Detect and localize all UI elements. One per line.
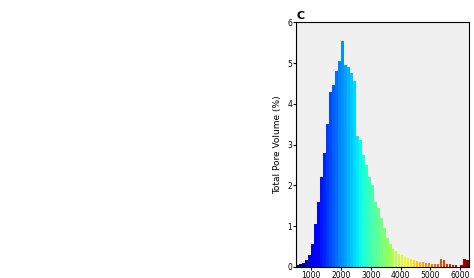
Bar [419, 262, 421, 267]
Bar [455, 265, 457, 267]
Bar [439, 259, 442, 267]
Bar [464, 259, 466, 267]
Bar [332, 85, 335, 267]
Bar [383, 228, 385, 267]
Bar [305, 260, 308, 267]
Bar [443, 260, 445, 267]
Bar [335, 71, 338, 267]
Bar [401, 255, 403, 267]
Bar [452, 265, 454, 267]
Bar [326, 124, 329, 267]
Bar [431, 264, 433, 267]
Bar [380, 218, 383, 267]
Bar [309, 255, 311, 267]
Bar [341, 41, 344, 267]
Bar [386, 238, 389, 267]
Bar [320, 177, 323, 267]
Bar [407, 258, 410, 267]
Bar [374, 202, 377, 267]
Bar [356, 136, 359, 267]
Bar [428, 263, 430, 267]
Bar [371, 185, 374, 267]
Bar [362, 155, 365, 267]
Bar [425, 263, 428, 267]
Bar [395, 251, 398, 267]
Bar [389, 244, 392, 267]
Bar [461, 265, 463, 267]
Bar [323, 153, 326, 267]
Bar [359, 140, 362, 267]
Bar [311, 244, 314, 267]
Bar [338, 61, 341, 267]
Bar [368, 177, 371, 267]
Bar [437, 264, 439, 267]
Bar [466, 260, 469, 267]
Bar [410, 259, 412, 267]
Bar [365, 165, 368, 267]
Bar [377, 208, 380, 267]
Bar [448, 264, 451, 267]
Bar [446, 264, 448, 267]
Bar [300, 264, 302, 267]
Bar [422, 262, 424, 267]
Bar [434, 264, 436, 267]
Bar [314, 224, 317, 267]
Bar [413, 260, 415, 267]
Bar [398, 254, 401, 267]
Bar [392, 249, 394, 267]
Y-axis label: Total Pore Volume (%): Total Pore Volume (%) [273, 95, 282, 194]
Bar [302, 263, 305, 267]
Bar [329, 91, 332, 267]
Bar [416, 261, 419, 267]
Bar [353, 81, 356, 267]
Bar [350, 73, 353, 267]
Bar [344, 65, 347, 267]
Text: C: C [296, 11, 304, 21]
Bar [347, 67, 350, 267]
Bar [317, 202, 320, 267]
Bar [404, 257, 406, 267]
Bar [296, 265, 299, 267]
